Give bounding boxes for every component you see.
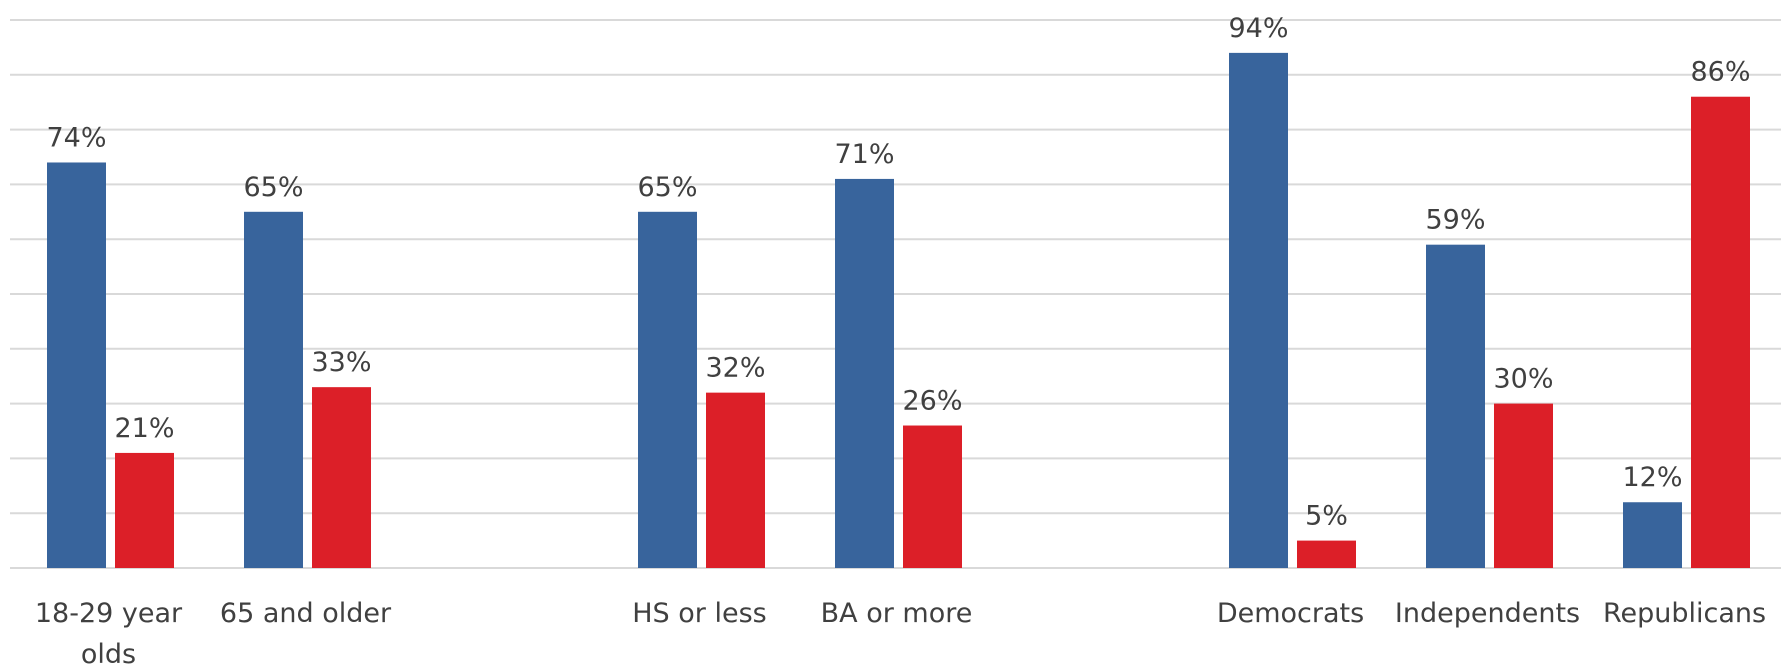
data-label-0-1-0: 65%	[243, 172, 303, 203]
bar-1-0-1	[706, 392, 765, 568]
bars	[47, 52, 1750, 569]
bar-1-1-0	[835, 178, 894, 569]
category-label-0-0-1: olds	[81, 639, 136, 667]
bar-1-0-0	[638, 211, 697, 569]
data-label-2-0-1: 5%	[1305, 501, 1348, 532]
bar-0-0-0	[47, 162, 106, 569]
bar-2-1-0	[1426, 244, 1485, 568]
bar-1-1-1	[903, 425, 962, 568]
data-label-2-0-0: 94%	[1228, 13, 1288, 44]
bar-2-1-1	[1494, 403, 1553, 568]
data-label-2-2-1: 86%	[1690, 57, 1750, 88]
bar-2-2-1	[1691, 96, 1750, 568]
data-label-1-1-0: 71%	[834, 139, 894, 170]
data-label-2-1-1: 30%	[1493, 364, 1553, 395]
category-label-0-1-0: 65 and older	[220, 598, 392, 629]
bar-2-0-1	[1297, 540, 1356, 568]
data-label-0-1-1: 33%	[311, 347, 371, 378]
data-label-2-2-0: 12%	[1622, 462, 1682, 493]
data-label-1-0-1: 32%	[705, 353, 765, 384]
bar-0-0-1	[115, 452, 174, 568]
bar-2-0-0	[1229, 52, 1288, 568]
category-labels: 18-29 year olds 65 and older HS or less BA o…	[35, 598, 1766, 667]
data-label-0-0-1: 21%	[114, 413, 174, 444]
data-label-2-1-0: 59%	[1425, 205, 1485, 236]
data-label-0-0-0: 74%	[46, 122, 106, 153]
data-labels: 74% 21% 65% 33% 65% 32% 71% 26% 94% 5% 59% 30% 12% 86…	[46, 13, 1750, 532]
data-label-1-1-1: 26%	[902, 386, 962, 417]
bar-0-1-1	[312, 387, 371, 568]
category-label-1-0-0: HS or less	[632, 598, 766, 629]
category-label-1-1-0: BA or more	[821, 598, 973, 629]
data-label-1-0-0: 65%	[637, 172, 697, 203]
bar-2-2-0	[1623, 502, 1682, 568]
category-label-2-0-0: Democrats	[1217, 598, 1364, 629]
category-label-0-0-0: 18-29 year	[35, 598, 183, 629]
category-label-2-2-0: Republicans	[1603, 598, 1766, 629]
bar-0-1-0	[244, 211, 303, 569]
category-label-2-1-0: Independents	[1395, 598, 1580, 629]
gridlines	[10, 19, 1781, 569]
